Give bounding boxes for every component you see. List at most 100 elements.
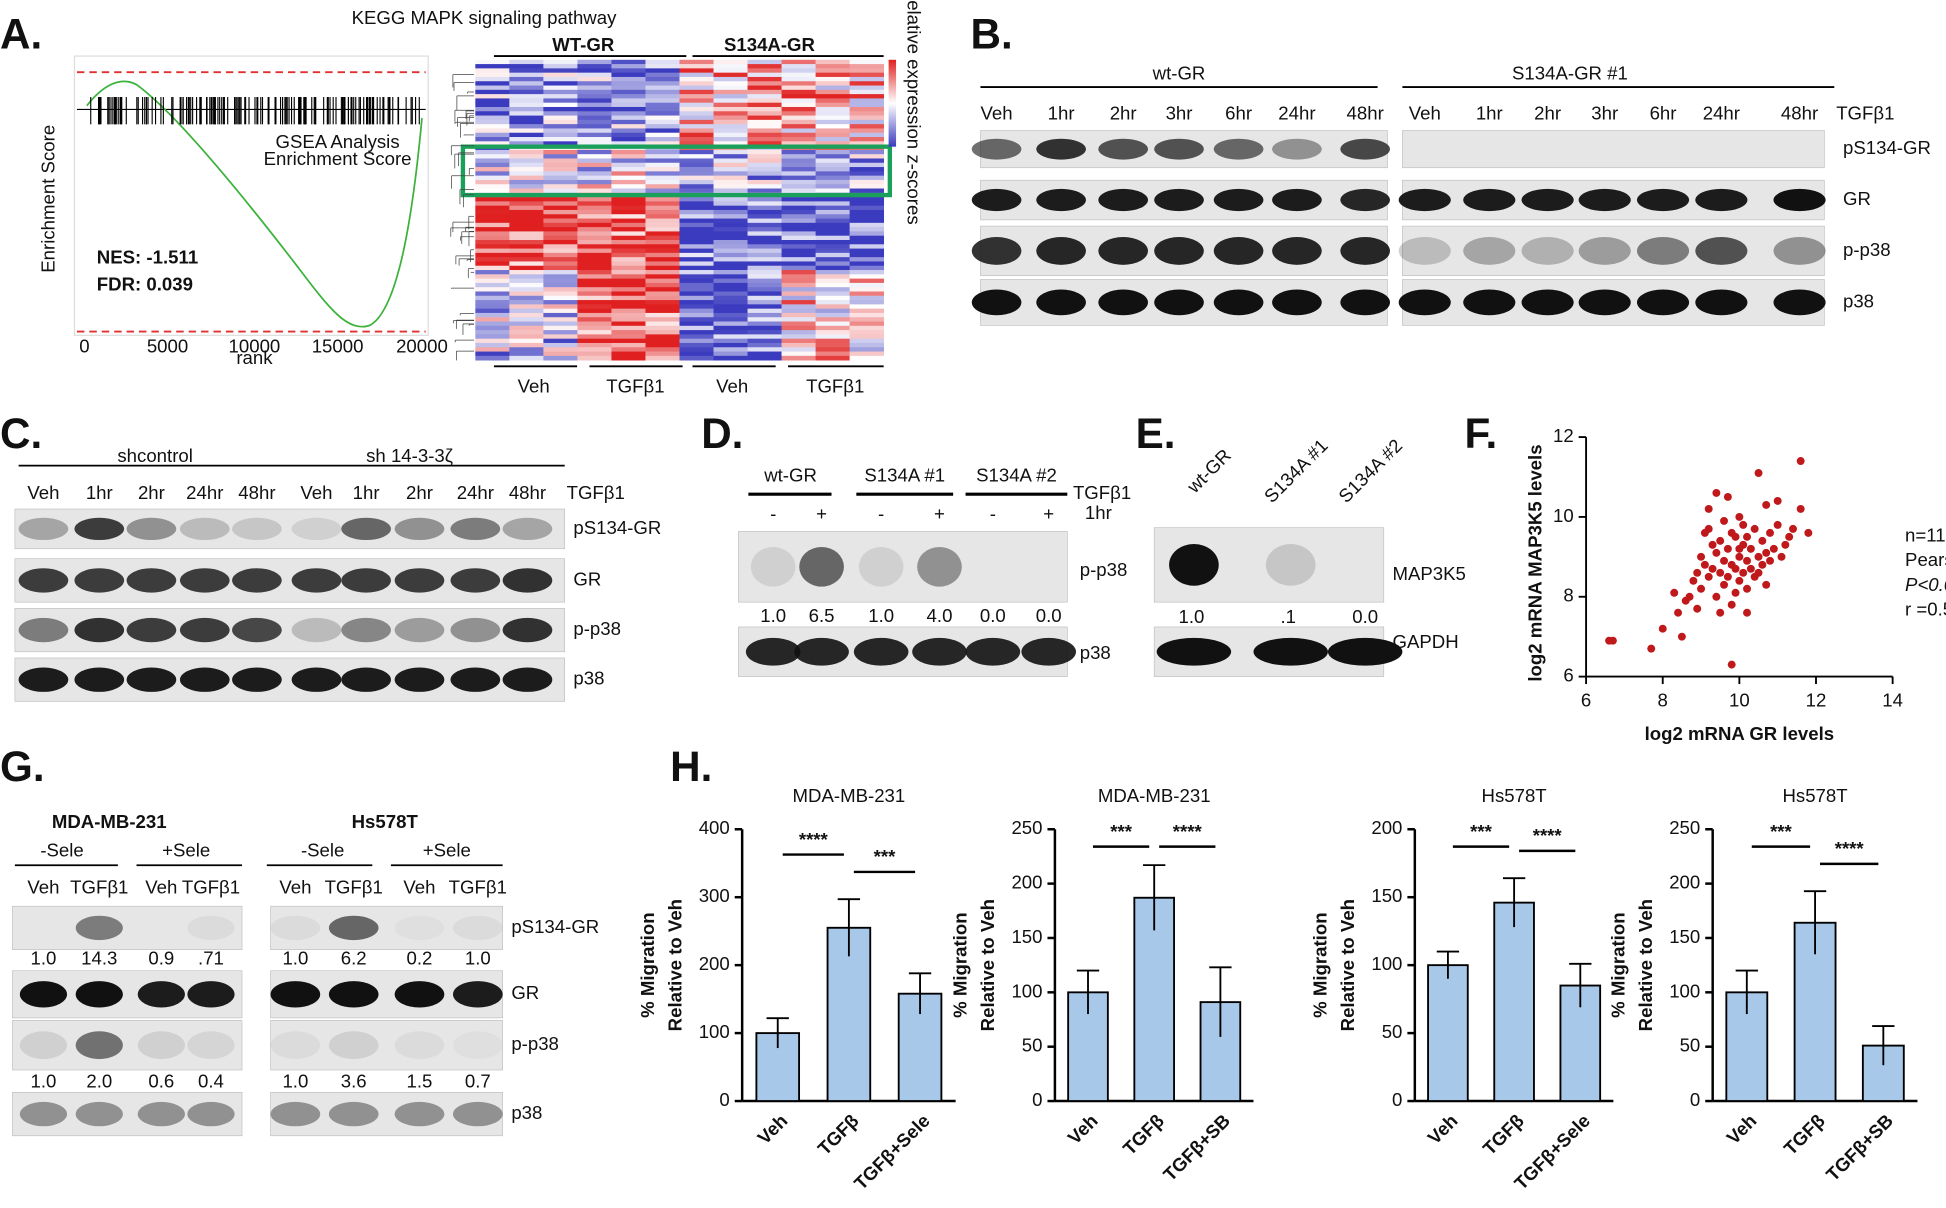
heat-cell [679,291,714,297]
blot-band [232,617,282,643]
blot-band [917,546,962,587]
blot-band [971,188,1022,212]
heat-cell [543,282,578,288]
panel-letter: H. [670,743,712,790]
heat-cell [679,347,714,352]
heat-cell [543,158,578,164]
heat-cell [509,94,544,99]
heat-cell [475,59,510,65]
blot-band [328,1031,379,1060]
heat-cell [509,64,544,69]
heat-cell [509,171,544,177]
blot-strip [270,905,503,950]
heat-cell [713,218,748,224]
row-label: p38 [511,1102,542,1123]
point [1727,600,1736,609]
heat-cell [713,184,748,189]
x-tick-label: 14 [1882,689,1903,710]
blot-band [187,915,235,941]
heat-cell [543,106,578,112]
panel-letter: G. [0,743,45,790]
label: S134A #1 [864,465,945,486]
point [1723,492,1732,501]
heat-cell [611,59,646,65]
point [1754,552,1763,561]
heat-cell [645,89,680,95]
blot-strip [270,1092,503,1137]
heat-cell [577,218,612,224]
panel-letter: F. [1464,410,1497,457]
heat-cell [645,209,680,215]
significance-label: *** [874,846,896,867]
heat-cell [849,218,885,224]
heat-cell [679,68,714,74]
heat-cell [475,312,510,318]
heat-cell [713,98,748,104]
heat-cell [509,278,544,284]
heat-cell [645,334,680,340]
point [1796,457,1805,465]
heat-cell [815,132,850,138]
heat-cell [713,312,748,318]
lane-label: 1hr [353,482,380,503]
heat-cell [509,291,544,297]
heat-cell [781,244,816,249]
heat-cell [747,128,782,134]
heat-cell [611,274,646,279]
blot-band [232,568,282,593]
heat-cell [849,334,885,340]
heat-cell [747,261,782,267]
lane-label: 2hr [138,482,165,503]
heat-cell [781,282,816,288]
heat-cell [679,98,714,104]
blot-band [1272,237,1322,265]
heat-cell [475,222,510,228]
point [1731,532,1740,541]
heat-cell [747,330,782,335]
annotation: n=116 [1905,524,1946,545]
heat-cell [645,179,680,185]
heat-cell [543,300,578,305]
heat-cell [475,209,510,215]
heat-cell [509,162,544,168]
blot-band [1340,138,1390,160]
heat-cell [475,137,510,142]
heat-cell [815,128,850,134]
bar [1427,964,1469,1102]
heat-cell [577,334,612,340]
point [1712,592,1721,601]
heat-cell [509,325,544,331]
heat-cell [577,355,612,361]
heat-cell [713,214,748,219]
heat-cell [475,270,510,275]
tick-label: 0 [79,336,89,357]
heat-cell [577,132,612,138]
heat-cell [781,132,816,138]
heat-cell [645,252,680,258]
heat-cell [645,214,680,219]
heat-cell [475,235,510,241]
point [1727,660,1736,669]
heat-cell [509,334,544,340]
heat-cell [475,300,510,305]
heat-cell [577,81,612,86]
heat-cell [475,115,510,121]
heat-cell [781,291,816,297]
heat-cell [815,184,850,189]
heat-cell [713,132,748,138]
blot-band [794,637,849,666]
heat-cell [543,261,578,267]
heat-cell [747,312,782,318]
blot-band [502,667,553,692]
heat-cell [781,227,816,232]
blot-band [74,568,125,593]
blot-band [341,517,391,541]
label: -Sele [301,840,344,861]
heat-cell [509,137,544,142]
heat-cell [577,111,612,116]
point [1766,528,1774,537]
heat-cell [509,179,544,185]
heat-cell [679,321,714,327]
heat-cell [747,124,782,129]
heat-cell [543,287,578,292]
